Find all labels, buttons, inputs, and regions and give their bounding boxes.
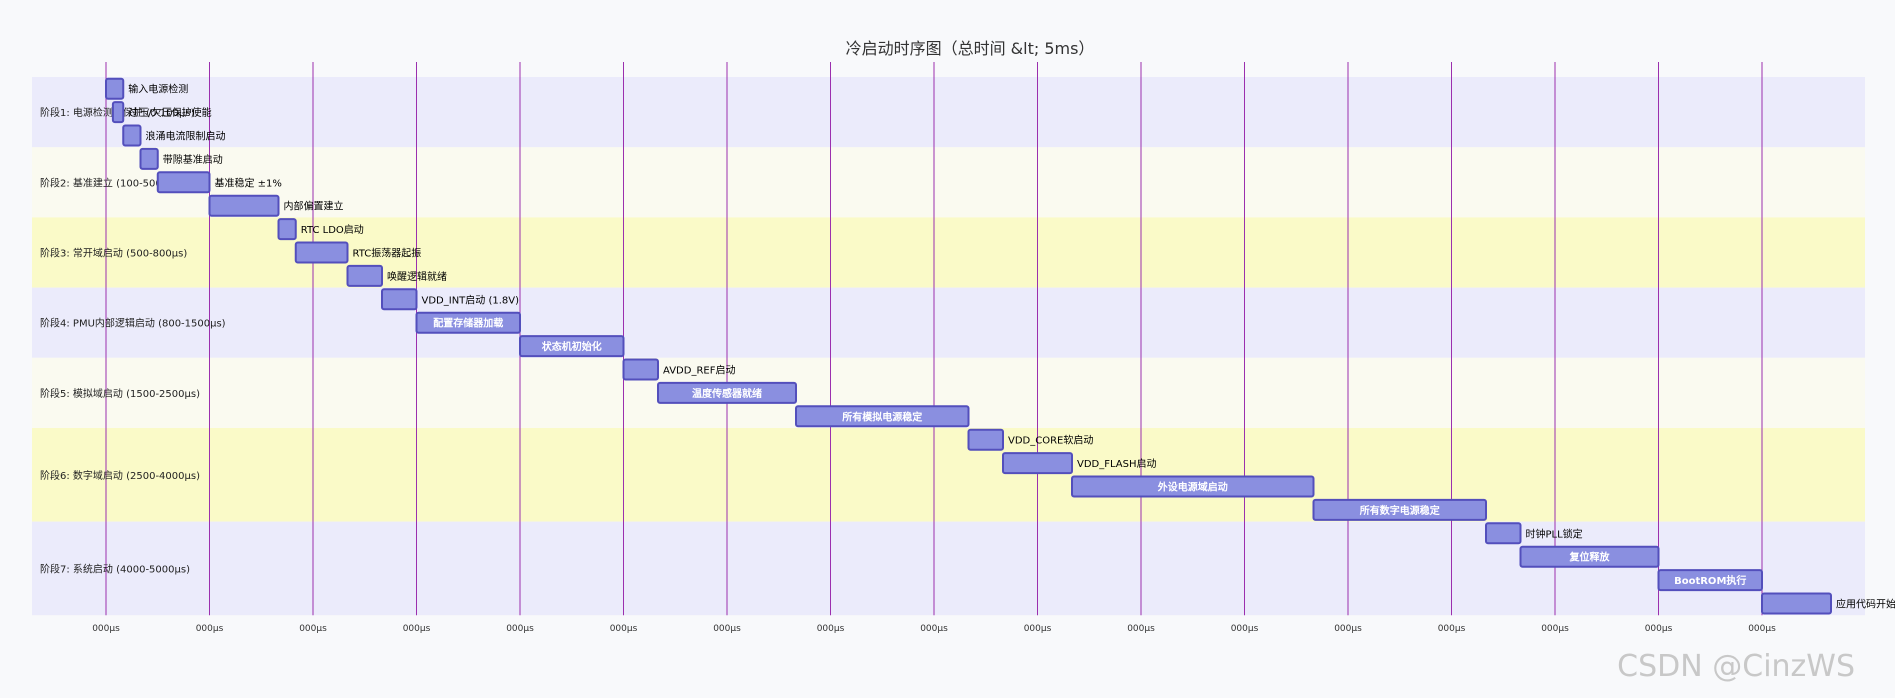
tick-label: 000μs	[713, 624, 741, 634]
section-band-6	[32, 428, 1865, 522]
task-bar	[1761, 592, 1832, 615]
section-band-7	[32, 521, 1865, 616]
task-label: 时钟PLL锁定	[1526, 527, 1583, 540]
tick-label: 000μs	[1024, 624, 1052, 634]
task-bar	[415, 311, 521, 334]
task-label: RTC LDO启动	[301, 223, 364, 236]
tick-label: 000μs	[920, 624, 948, 634]
section-band-1	[32, 77, 1865, 148]
chart-title: 冷启动时序图（总时间 &lt; 5ms）	[846, 39, 1095, 58]
task-bar	[1071, 475, 1315, 498]
task-bar	[294, 241, 349, 264]
tick-label: 000μs	[299, 624, 327, 634]
task-bar	[622, 358, 659, 381]
task-bar	[1485, 522, 1522, 545]
task-bar	[277, 218, 297, 241]
task-label: 内部偏置建立	[284, 200, 344, 213]
task-label: 所有数字电源稳定	[1360, 504, 1440, 517]
section-label-6: 阶段6: 数字域启动 (2500-4000μs)	[40, 469, 200, 482]
task-bar	[1002, 452, 1073, 475]
tick-label: 000μs	[92, 624, 120, 634]
section-label-5: 阶段5: 模拟域启动 (1500-2500μs)	[40, 387, 200, 400]
task-bar	[381, 288, 418, 311]
tick-label: 000μs	[403, 624, 431, 634]
section-band-2	[32, 147, 1865, 218]
section-band-4	[32, 287, 1865, 358]
x-axis-ticks: 000μs 000μs 000μs 000μs 000μs 000μs 000μs 000μs…	[92, 624, 1776, 634]
task-label: 状态机初始化	[542, 340, 602, 353]
task-label: 应用代码开始	[1836, 598, 1895, 611]
task-bar	[122, 124, 142, 147]
task-bar	[967, 428, 1004, 451]
task-label: RTC振荡器起振	[353, 247, 422, 260]
section-label-2: 阶段2: 基准建立 (100-500μs)	[40, 176, 177, 189]
task-bar	[1312, 498, 1487, 521]
tick-label: 000μs	[1645, 624, 1673, 634]
task-bar	[1657, 569, 1763, 592]
section-label-7: 阶段7: 系统启动 (4000-5000μs)	[40, 562, 190, 575]
task-label: VDD_CORE软启动	[1008, 434, 1093, 447]
tick-label: 000μs	[1231, 624, 1259, 634]
task-label: 带隙基准启动	[163, 153, 223, 166]
task-bar	[657, 381, 797, 404]
task-label: 唤醒逻辑就绪	[387, 270, 447, 283]
task-label: 外设电源域启动	[1157, 481, 1228, 494]
task-bar	[208, 194, 280, 217]
task-bar	[156, 171, 211, 194]
task-label: BootROM执行	[1674, 574, 1746, 587]
task-label: VDD_FLASH启动	[1077, 457, 1157, 470]
tick-label: 000μs	[1438, 624, 1466, 634]
section-label-3: 阶段3: 常开域启动 (500-800μs)	[40, 247, 187, 260]
watermark: CSDN @CinzWS	[1617, 649, 1855, 684]
tick-label: 000μs	[1334, 624, 1362, 634]
task-label: 过压/欠压保护使能	[128, 106, 211, 119]
task-label: AVDD_REF启动	[663, 364, 735, 377]
tick-label: 000μs	[506, 624, 534, 634]
task-bar	[139, 147, 159, 170]
tick-label: 000μs	[1127, 624, 1155, 634]
section-label-4: 阶段4: PMU内部逻辑启动 (800-1500μs)	[40, 317, 226, 330]
task-label: 输入电源检测	[128, 83, 188, 96]
task-label: 复位释放	[1569, 551, 1611, 564]
task-bar	[111, 101, 125, 124]
task-bar	[1519, 545, 1660, 568]
section-backgrounds	[32, 77, 1865, 616]
task-bar	[795, 405, 970, 428]
task-label: 配置存储器加载	[433, 317, 503, 330]
tick-label: 000μs	[196, 624, 224, 634]
task-label: 温度传感器就绪	[692, 387, 762, 400]
task-bar	[519, 335, 625, 358]
tick-label: 000μs	[1541, 624, 1569, 634]
tick-label: 000μs	[817, 624, 845, 634]
task-label: 基准稳定 ±1%	[215, 176, 282, 189]
task-bar	[105, 77, 125, 100]
task-label: 所有模拟电源稳定	[842, 410, 922, 423]
task-label: 浪涌电流限制启动	[146, 130, 226, 143]
tick-label: 000μs	[610, 624, 638, 634]
task-bar	[346, 264, 383, 287]
tick-label: 000μs	[1748, 624, 1776, 634]
task-label: VDD_INT启动 (1.8V)	[422, 293, 520, 306]
